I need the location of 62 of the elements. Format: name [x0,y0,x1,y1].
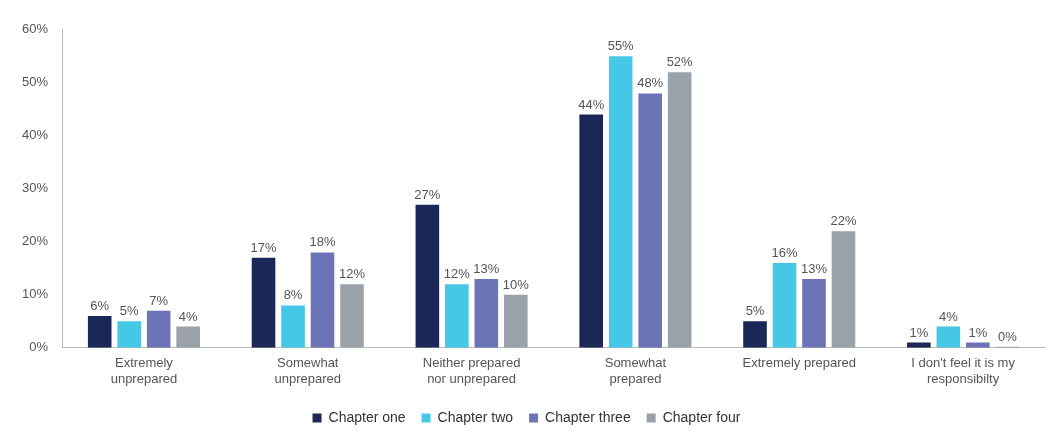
x-tick-label: Somewhat prepared [604,355,667,386]
x-tick-label: Extremely prepared [742,355,856,371]
data-label: 16% [771,245,798,261]
data-label: 17% [250,239,277,255]
data-label: 12% [338,266,366,282]
bar [176,326,200,348]
data-label: 8% [283,287,303,303]
data-label: 1% [909,324,929,340]
data-label: 1% [968,324,988,340]
data-label: 55% [607,38,635,54]
x-tick-label: Neither prepared nor unprepared [422,355,521,386]
bar [445,284,469,348]
data-label: 13% [800,260,828,276]
data-label: 7% [149,292,169,308]
data-label: 22% [830,213,857,229]
data-label: 27% [414,186,441,202]
bar [281,305,305,348]
bar [415,204,440,348]
data-label: 13% [473,260,500,276]
x-tick-label: Somewhat unprepared [274,355,342,386]
y-tick-label: 0% [29,339,49,355]
bar [608,56,633,348]
data-label: 5% [745,303,765,319]
bar [743,321,767,348]
data-label: 12% [443,266,471,282]
data-label: 10% [502,276,530,292]
y-tick-label: 50% [21,74,49,90]
bar [504,294,528,348]
data-label: 0% [997,328,1018,344]
data-label: 48% [637,75,664,91]
y-tick-label: 20% [21,233,49,249]
data-label: 4% [178,308,198,324]
data-label: 18% [309,234,336,250]
bar [936,326,961,348]
y-tick-label: 40% [21,127,49,143]
y-tick-label: 10% [21,286,49,302]
x-tick-label: I don't feel it is my responsibilty [911,355,1016,386]
legend-label: Chapter two [437,408,514,425]
legend-label: Chapter four [662,408,741,425]
bar [579,114,603,348]
legend-label: Chapter three [545,408,631,425]
bar [667,72,692,348]
bar [87,316,112,348]
y-tick-label: 60% [21,21,49,37]
bar [310,252,335,348]
bar [772,263,797,348]
bar [474,278,499,348]
data-label: 44% [578,96,605,112]
data-label: 5% [119,303,140,319]
bar [802,278,826,348]
bar [831,231,856,348]
data-label: 52% [666,54,694,70]
bar [340,284,364,348]
y-tick-label: 30% [21,180,49,196]
x-tick-label: Extremely unprepared [110,355,178,386]
bar [638,93,662,348]
data-label: 4% [938,308,959,324]
legend-label: Chapter one [328,408,406,425]
data-label: 6% [90,298,110,314]
bar [251,257,276,348]
bar [146,310,171,348]
bar [117,321,141,348]
